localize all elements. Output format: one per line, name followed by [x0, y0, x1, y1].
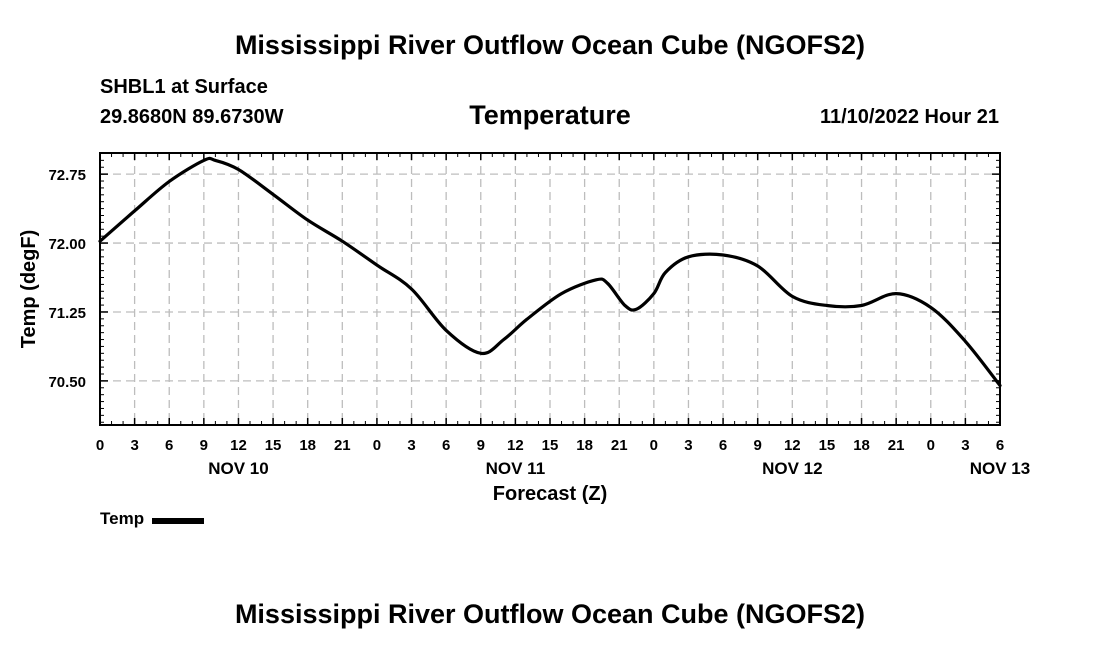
x-tick-label: 9	[200, 437, 208, 454]
x-tick-label: 3	[684, 437, 692, 454]
x-tick-label: 3	[130, 437, 138, 454]
coordinates-label: 29.8680N 89.6730W	[100, 106, 284, 128]
y-axis-title: Temp (degF)	[18, 230, 40, 349]
x-axis-title: Forecast (Z)	[493, 483, 607, 505]
x-day-label: NOV 10	[208, 459, 268, 478]
variable-title: Temperature	[469, 100, 631, 130]
x-day-label: NOV 12	[762, 459, 822, 478]
x-tick-label: 6	[996, 437, 1004, 454]
x-tick-label: 0	[96, 437, 104, 454]
x-tick-label: 6	[442, 437, 450, 454]
x-tick-label: 9	[754, 437, 762, 454]
x-tick-label: 0	[650, 437, 658, 454]
x-tick-label: 3	[407, 437, 415, 454]
y-tick-label: 71.25	[48, 305, 86, 322]
datetime-label: 11/10/2022 Hour 21	[819, 106, 999, 128]
x-tick-label: 21	[334, 437, 351, 454]
legend-swatch	[152, 517, 205, 524]
x-tick-label: 0	[927, 437, 935, 454]
y-tick-label: 70.50	[48, 374, 86, 391]
chart-title: Mississippi River Outflow Ocean Cube (NG…	[234, 30, 866, 60]
x-tick-label: 0	[373, 437, 381, 454]
axis-labels: 0 3 6 9 12 15 18 21 0 3 6 9 12 15 18 21 0 3 6 9 12 15 18 21 0 3 6 N…	[48, 167, 1030, 478]
x-tick-label: 18	[853, 437, 870, 454]
x-tick-label: 21	[611, 437, 628, 454]
x-tick-label: 15	[542, 437, 559, 454]
legend: Temp	[100, 509, 205, 529]
legend-label: Temp	[100, 509, 145, 528]
x-tick-label: 18	[576, 437, 593, 454]
x-tick-label: 6	[719, 437, 727, 454]
station-label: SHBL1 at Surface	[100, 76, 268, 98]
x-tick-label: 12	[507, 437, 524, 454]
x-tick-label: 12	[230, 437, 247, 454]
x-tick-label: 18	[299, 437, 316, 454]
x-day-label: NOV 11	[486, 459, 546, 478]
x-tick-label: 21	[888, 437, 905, 454]
series-layer	[98, 156, 1002, 388]
x-tick-label: 6	[165, 437, 173, 454]
x-tick-label: 15	[265, 437, 282, 454]
footer-title: Mississippi River Outflow Ocean Cube (NG…	[234, 599, 866, 629]
plot-frame	[99, 152, 1001, 426]
series-line-temp	[98, 156, 1002, 388]
x-tick-label: 12	[784, 437, 801, 454]
y-tick-label: 72.75	[48, 167, 86, 184]
x-tick-label: 9	[477, 437, 485, 454]
y-tick-label: 72.00	[48, 236, 86, 253]
grid-lines	[100, 153, 1000, 425]
x-tick-label: 15	[819, 437, 836, 454]
x-tick-label: 3	[961, 437, 969, 454]
x-day-label: NOV 13	[970, 459, 1030, 478]
